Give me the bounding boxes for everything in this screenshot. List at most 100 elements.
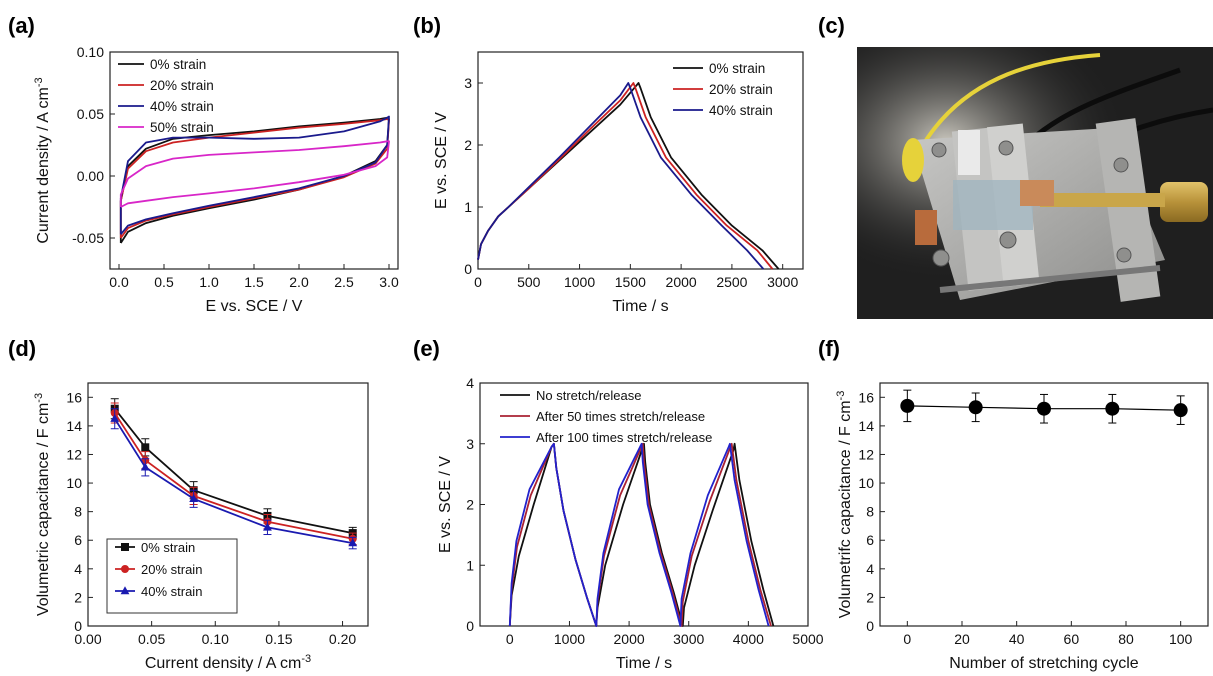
clip: [958, 130, 980, 175]
series-a-3: [119, 140, 390, 208]
legend-a: 0% strain 20% strain 40% strain 50% strain: [118, 57, 214, 135]
legend-label: 20% strain: [709, 82, 773, 97]
y-axis-label: E vs. SCE / V: [433, 112, 450, 209]
panel-label-b: (b): [413, 13, 441, 38]
x-tick-label: 4000: [733, 631, 764, 647]
legend-label: 20% strain: [150, 78, 214, 93]
chart-e: 0 1000 2000 3000 4000 5000 0 1 2 3 4 Time / s E vs. …: [437, 375, 824, 672]
x-axis-label: Time / s: [616, 655, 672, 672]
series-line: [508, 442, 772, 627]
legend-marker: [121, 565, 129, 573]
yellow-wire: [918, 53, 1101, 151]
series-line: [477, 82, 765, 270]
series-a-2: [119, 115, 390, 235]
y-tick-label: 3: [466, 436, 474, 452]
x-tick-label: 0.10: [202, 631, 229, 647]
yellow-clip: [902, 138, 924, 182]
series-a-0: [119, 116, 390, 244]
x-tick-label: 80: [1118, 631, 1134, 647]
legend-d: 0% strain 20% strain 40% strain: [106, 538, 238, 614]
series-f-0: [900, 389, 1188, 425]
y-tick-label: 2: [866, 589, 874, 605]
x-tick-label: 0.5: [154, 274, 174, 290]
plot-frame: [477, 51, 804, 270]
panel-label-a: (a): [8, 13, 35, 38]
brass-screw: [1040, 193, 1165, 207]
legend-b: 0% strain 20% strain 40% strain: [673, 61, 773, 118]
panel-label-d: (d): [8, 336, 36, 361]
vice-end-plate: [1095, 118, 1161, 302]
y-tick-label: 4: [74, 561, 82, 577]
legend-label: 50% strain: [150, 120, 214, 135]
legend-label: 40% strain: [709, 103, 773, 118]
legend-label: After 100 times stretch/release: [536, 430, 712, 445]
data-point: [1037, 401, 1051, 416]
data-point: [1173, 403, 1188, 418]
y-tick-label: 14: [858, 418, 874, 434]
x-axis-label: Number of stretching cycle: [949, 655, 1139, 672]
data-point: [900, 398, 915, 413]
y-tick-label: 0: [464, 261, 472, 277]
photo-stretching-device: [857, 47, 1213, 319]
x-tick-label: 0.0: [109, 274, 129, 290]
data-point: [189, 493, 199, 502]
x-tick-label: 0: [506, 631, 514, 647]
x-tick-label: 2000: [666, 274, 697, 290]
y-tick-label: 12: [858, 446, 874, 462]
device-film: [953, 180, 1033, 230]
chart-d: 0.00 0.05 0.10 0.15 0.20 0 2 4 6 8 10 12 14 16 Current…: [33, 382, 369, 672]
legend-label: 0% strain: [150, 57, 206, 72]
x-axis-label: Current density / A cm-3: [145, 653, 311, 672]
chart-f: 0 20 40 60 80 100 0 2 4 6 8 10 12 14 16 Number of stret…: [835, 382, 1209, 672]
legend-marker: [120, 586, 130, 595]
y-tick-label: 8: [74, 504, 82, 520]
x-tick-label: 5000: [792, 631, 823, 647]
x-tick-label: 1.0: [199, 274, 219, 290]
y-tick-label: 2: [74, 589, 82, 605]
y-tick-label: 4: [866, 561, 874, 577]
screw-6: [1116, 247, 1132, 263]
plots: 0.0 0.5 1.0 1.5 2.0 2.5 3.0 -0.05 0.00 0.05 0.10 E …: [33, 44, 1209, 672]
plot-frame: [87, 382, 369, 627]
x-tick-label: 3000: [767, 274, 798, 290]
panel-labels: (a) (b) (c) (d) (e) (f): [8, 13, 845, 361]
x-tick-label: 1.5: [244, 274, 264, 290]
panel-label-e: (e): [413, 336, 440, 361]
x-tick-label: 2000: [614, 631, 645, 647]
series-line: [113, 412, 353, 540]
x-tick-label: 500: [517, 274, 541, 290]
legend-label: 0% strain: [141, 540, 195, 555]
x-tick-label: 3.0: [379, 274, 399, 290]
chart-a: 0.0 0.5 1.0 1.5 2.0 2.5 3.0 -0.05 0.00 0.05 0.10 E …: [33, 44, 399, 315]
x-tick-label: 2.5: [334, 274, 354, 290]
x-tick-label: 60: [1064, 631, 1080, 647]
x-tick-label: 0.00: [74, 631, 101, 647]
y-tick-label: 16: [66, 389, 82, 405]
y-tick-label: 0.00: [77, 168, 104, 184]
y-tick-label: 8: [866, 504, 874, 520]
data-point: [968, 400, 983, 415]
chart-b: 0 500 1000 1500 2000 2500 3000 0 1 2 3 Time / s E vs…: [433, 51, 804, 315]
series-b-2: [477, 82, 765, 270]
guide-rod: [939, 265, 1161, 293]
series-d-1: [110, 402, 357, 546]
x-tick-label: 1000: [564, 274, 595, 290]
screw-2: [998, 140, 1014, 156]
series-e-2: [508, 442, 770, 627]
series-line: [119, 118, 390, 239]
y-tick-label: 6: [74, 532, 82, 548]
series-e-1: [508, 442, 772, 627]
x-tick-label: 100: [1169, 631, 1193, 647]
legend-label: 20% strain: [141, 562, 202, 577]
y-tick-label: 2: [466, 497, 474, 513]
screw-5: [1113, 157, 1129, 173]
x-tick-label: 0: [474, 274, 482, 290]
series-line: [508, 442, 770, 627]
y-tick-label: 1: [466, 557, 474, 573]
y-axis-label: Current density / A cm-3: [33, 77, 52, 243]
x-tick-label: 40: [1009, 631, 1025, 647]
series-line: [119, 140, 390, 208]
y-tick-label: 0: [466, 618, 474, 634]
screw-3: [932, 249, 950, 267]
